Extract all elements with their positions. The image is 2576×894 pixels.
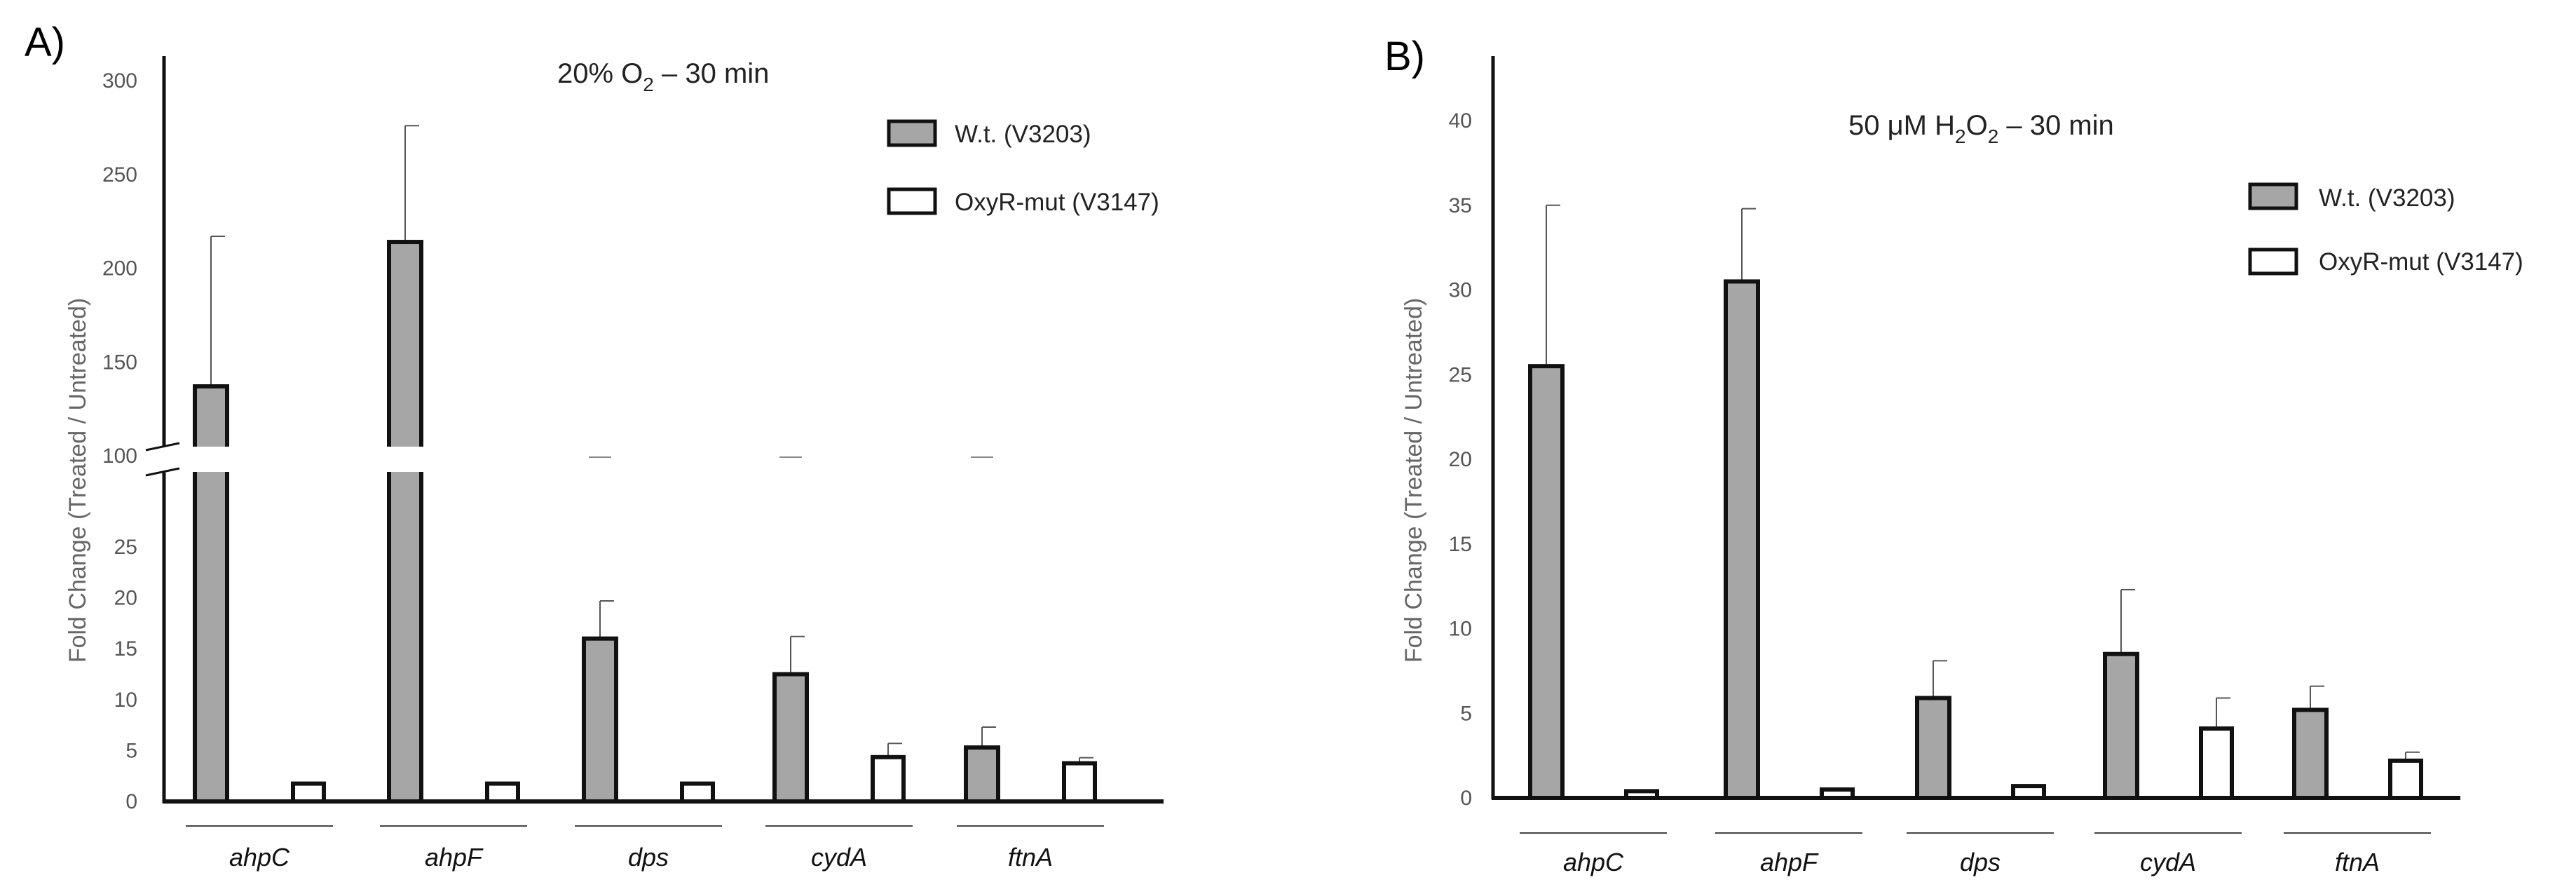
panel-a-axis-break-mark: [145, 442, 180, 452]
bar-mut-ahpC: [291, 781, 326, 804]
bar-mut-ahpC: [1624, 789, 1659, 800]
category-label-ahpF: ahpF: [1760, 848, 1819, 876]
y-tick-label: 10: [114, 689, 137, 712]
y-tick-label: 150: [102, 351, 137, 374]
category-label-ftnA: ftnA: [2335, 848, 2380, 876]
category-label-cydA: cydA: [811, 843, 867, 872]
panel-b-legend-label-mut: OxyR-mut (V3147): [2319, 248, 2523, 276]
axis-break-gap: [191, 447, 231, 472]
panel-a-y-axis-label: Fold Change (Treated / Untreated): [64, 298, 91, 663]
bar-wt-ftnA: [964, 745, 1000, 804]
y-tick-label: 300: [102, 69, 137, 93]
category-label-dps: dps: [628, 843, 669, 872]
y-tick-label: 200: [102, 257, 137, 280]
panel-a-legend-label-mut: OxyR-mut (V3147): [955, 189, 1159, 216]
y-tick-label: 0: [1460, 787, 1472, 810]
panel-a-bars: [191, 125, 1097, 804]
y-tick-label: 250: [102, 163, 137, 187]
bar-wt-ahpC: [1528, 364, 1565, 800]
y-tick-label: 25: [1449, 363, 1472, 386]
panel-b-legend-swatch-wt: [2248, 182, 2298, 210]
bar-wt-dps: [582, 636, 618, 804]
category-label-ahpC: ahpC: [1563, 848, 1624, 876]
panel-a-legend-swatch-mut: [887, 187, 937, 215]
panel-a-category-labels: ahpC ahpF dps cydA ftnA: [186, 825, 1104, 872]
panel-b-y-axis-label: Fold Change (Treated / Untreated): [1401, 298, 1427, 663]
panel-b-category-labels: ahpC ahpF dps cydA ftnA: [1520, 832, 2431, 876]
y-tick-label: 5: [125, 739, 137, 762]
category-label-cydA: cydA: [2140, 848, 2196, 876]
y-tick-label: 25: [114, 536, 137, 559]
bar-wt-ahpF: [387, 240, 423, 804]
y-tick-label: 10: [1449, 618, 1472, 641]
y-tick-label: 15: [114, 637, 137, 661]
axis-break-gap: [385, 447, 425, 472]
bar-wt-cydA: [2103, 651, 2139, 800]
panel-b: B) 50 μM H2O2 – 30 min Fold Change (Trea…: [1384, 34, 2523, 876]
panel-b-legend-label-wt: W.t. (V3203): [2319, 184, 2455, 212]
y-tick-label: 20: [1449, 448, 1472, 471]
bar-mut-ftnA: [2388, 758, 2423, 800]
panel-a-title: 20% O2 – 30 min: [557, 58, 769, 95]
panel-a-axis-break-mark: [145, 467, 180, 477]
bar-wt-ftnA: [2292, 707, 2329, 800]
y-tick-label: 0: [125, 790, 137, 813]
bar-mut-ahpF: [485, 781, 520, 804]
bar-mut-cydA: [2199, 726, 2234, 800]
panel-b-label: B): [1384, 34, 1425, 79]
category-label-dps: dps: [1960, 848, 2001, 876]
bar-wt-ahpF: [1724, 279, 1760, 800]
y-tick-label: 30: [1449, 279, 1472, 302]
y-tick-label: 35: [1449, 194, 1472, 217]
bar-mut-ahpF: [1820, 787, 1855, 801]
panel-a-legend-swatch-wt: [887, 119, 937, 147]
panel-a-label: A): [25, 20, 65, 65]
bar-mut-dps: [680, 781, 715, 804]
bar-wt-dps: [1915, 696, 1951, 801]
bar-mut-cydA: [871, 754, 906, 804]
panel-b-legend-swatch-mut: [2248, 248, 2298, 276]
panel-a-y-ticks: 0 5 10 15 20 25 100 150 200 250 300: [102, 69, 137, 813]
y-tick-label: 100: [102, 445, 137, 468]
category-label-ftnA: ftnA: [1008, 843, 1053, 872]
category-label-ahpC: ahpC: [229, 843, 290, 872]
bar-wt-cydA: [772, 672, 809, 804]
y-tick-label: 20: [114, 587, 137, 610]
panel-b-bars: [1528, 204, 2423, 801]
panel-b-y-ticks: 0 5 10 15 20 25 30 35 40: [1449, 109, 1472, 810]
y-tick-label: 40: [1449, 109, 1472, 133]
bar-mut-dps: [2011, 784, 2046, 800]
panel-a: A) 20% O2 – 30 min Fold Change (Treated …: [25, 20, 1164, 872]
category-label-ahpF: ahpF: [425, 843, 484, 872]
bar-mut-ftnA: [1062, 761, 1097, 804]
y-tick-label: 5: [1460, 702, 1472, 725]
panel-b-title: 50 μM H2O2 – 30 min: [1848, 110, 2114, 147]
panel-a-legend-label-wt: W.t. (V3203): [955, 121, 1091, 148]
y-tick-label: 15: [1449, 533, 1472, 556]
